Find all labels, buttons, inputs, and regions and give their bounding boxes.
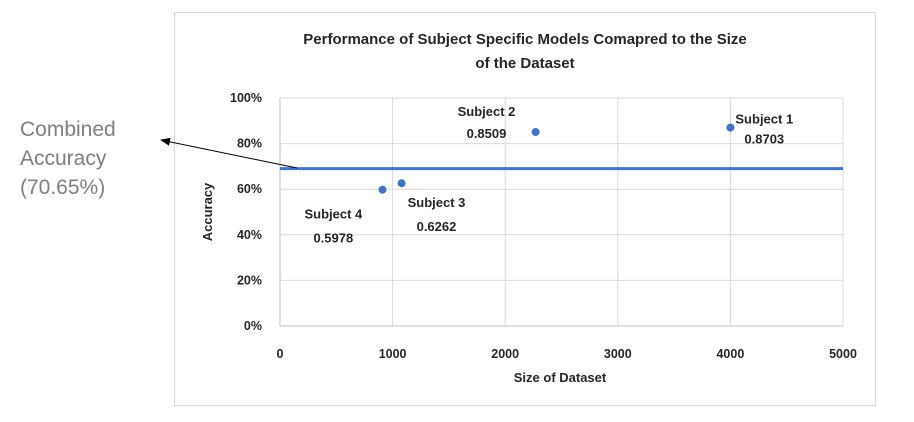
data-label-value: 0.8703 — [744, 132, 784, 147]
x-axis-title: Size of Dataset — [514, 370, 607, 385]
annotation-line-1: Combined — [20, 118, 116, 141]
y-tick-label: 20% — [237, 273, 262, 287]
y-tick-label: 60% — [237, 182, 262, 196]
y-tick-label: 100% — [230, 91, 262, 105]
y-axis-title: Accuracy — [200, 182, 215, 241]
data-label-name: Subject 3 — [408, 195, 466, 210]
annotation-line-3: (70.65%) — [20, 176, 106, 199]
data-label-value: 0.5978 — [313, 231, 353, 246]
chart-area — [174, 12, 876, 406]
x-tick-label: 4000 — [716, 347, 744, 361]
x-tick-label: 0 — [277, 347, 284, 361]
y-tick-label: 80% — [237, 137, 262, 151]
data-label-name: Subject 1 — [735, 112, 793, 127]
data-label-value: 0.8509 — [467, 126, 507, 141]
x-tick-label: 5000 — [829, 347, 857, 361]
data-label-name: Subject 2 — [458, 104, 516, 119]
annotation-arrow — [160, 137, 298, 169]
data-point — [726, 123, 735, 132]
annotation-line-2: Accuracy — [20, 147, 107, 170]
x-tick-label: 2000 — [491, 347, 519, 361]
data-label-name: Subject 4 — [304, 207, 363, 222]
data-point — [397, 179, 406, 188]
x-tick-label: 1000 — [379, 347, 407, 361]
combined-accuracy-annotation: Combined Accuracy (70.65%) — [20, 115, 116, 202]
data-point — [531, 127, 540, 136]
y-tick-label: 40% — [237, 228, 262, 242]
data-point — [378, 185, 387, 194]
data-label-value: 0.6262 — [417, 219, 457, 234]
chart-title-line-2: of the Dataset — [475, 55, 574, 72]
chart-title-line-1: Performance of Subject Specific Models C… — [303, 31, 746, 48]
x-tick-label: 3000 — [604, 347, 632, 361]
y-tick-label: 0% — [244, 319, 262, 333]
